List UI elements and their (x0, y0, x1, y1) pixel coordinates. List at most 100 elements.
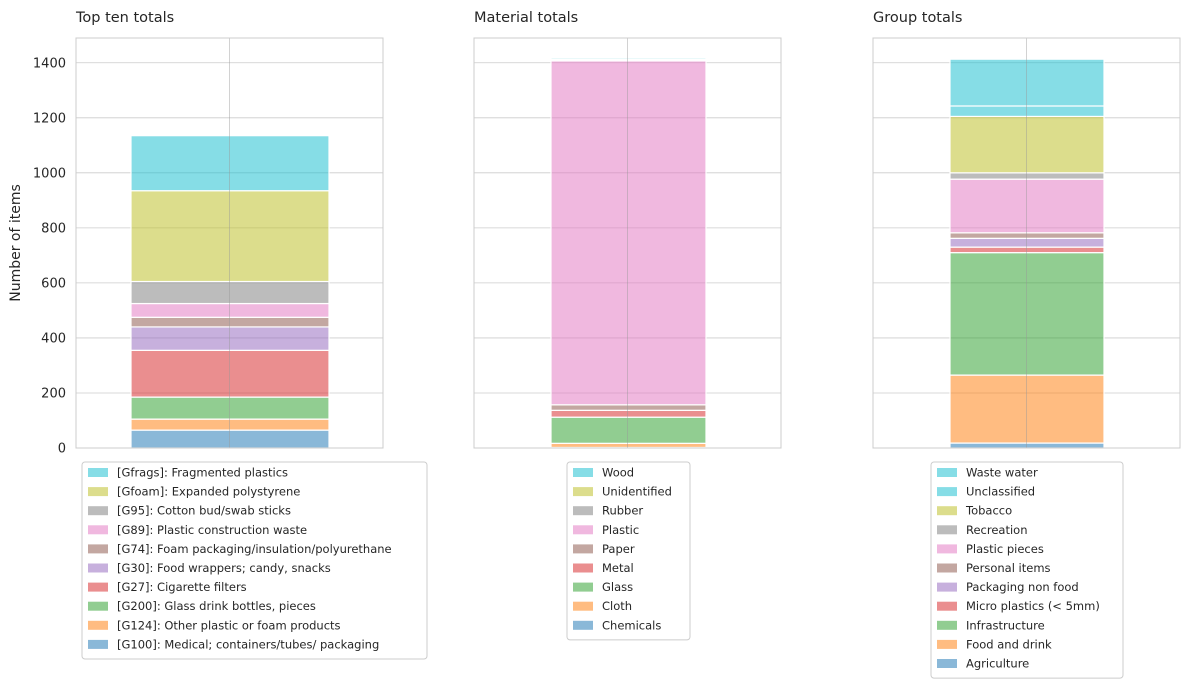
legend-label: Unidentified (602, 485, 672, 499)
bar-segment (949, 58, 1105, 107)
bar-segment (130, 396, 330, 420)
y-tick-label: 800 (41, 221, 66, 236)
bar-segment (949, 115, 1105, 174)
legend-label: Personal items (966, 561, 1051, 575)
legend-label: [G89]: Plastic construction waste (117, 523, 307, 537)
legend-swatch (88, 582, 108, 592)
bar-segment (949, 246, 1105, 254)
legend-label: [Gfoam]: Expanded polystyrene (117, 485, 300, 499)
y-tick-label: 0 (58, 442, 66, 457)
legend-label: [G200]: Glass drink bottles, pieces (117, 599, 316, 613)
bar-segment (130, 349, 330, 398)
bar-segment (550, 409, 707, 418)
legend-label: Agriculture (966, 657, 1029, 671)
bar-segment (949, 172, 1105, 180)
bar-segment (550, 57, 707, 61)
y-tick-label: 1200 (33, 111, 66, 126)
chart-title: Group totals (873, 10, 962, 26)
legend-swatch (937, 544, 957, 554)
legend-swatch (937, 601, 957, 611)
legend-swatch (573, 468, 593, 477)
legend-swatch (937, 468, 957, 477)
legend-swatch (573, 525, 593, 535)
legend-swatch (88, 601, 108, 611)
legend-label: Tobacco (965, 504, 1012, 518)
legend-label: Recreation (966, 523, 1028, 537)
legend-box (930, 461, 1124, 679)
legend-label: Micro plastics (< 5mm) (966, 599, 1100, 613)
legend-label: [G95]: Cotton bud/swab sticks (117, 504, 291, 518)
legend-swatch (937, 659, 957, 668)
legend-swatch (88, 525, 108, 535)
legend-label: Cloth (602, 599, 632, 613)
legend-swatch (88, 487, 108, 497)
legend-swatch (88, 620, 108, 630)
chart-title: Top ten totals (75, 10, 174, 26)
legend-swatch (573, 620, 593, 630)
bar-segment (550, 60, 707, 406)
legend-label: [G27]: Cigarette filters (117, 580, 247, 594)
bar-segment (130, 280, 330, 305)
plot-frame (75, 37, 384, 449)
legend-swatch (88, 468, 108, 477)
bar-segment (949, 105, 1105, 118)
legend-swatch (573, 506, 593, 516)
legend-swatch (573, 563, 593, 573)
legend-swatch (88, 544, 108, 554)
bar-segment (130, 135, 330, 192)
legend-label: Wood (602, 466, 634, 480)
legend-swatch (88, 639, 108, 649)
legend-swatch (573, 487, 593, 497)
legend-label: Metal (602, 561, 634, 575)
legend-swatch (937, 639, 957, 649)
legend-swatch (573, 601, 593, 611)
legend-label: Plastic pieces (966, 542, 1044, 556)
legend-swatch (937, 563, 957, 573)
legend-label: [G74]: Foam packaging/insulation/polyure… (117, 542, 392, 556)
y-tick-label: 400 (41, 331, 66, 346)
legend-label: [G30]: Food wrappers; candy, snacks (117, 561, 331, 575)
bar-segment (949, 252, 1105, 376)
bar-segment (130, 418, 330, 431)
y-tick-label: 1000 (33, 166, 66, 181)
legend-swatch (88, 563, 108, 573)
legend-swatch (937, 620, 957, 630)
bar-segment (949, 237, 1105, 248)
legend-swatch (937, 582, 957, 592)
legend-label: [G124]: Other plastic or foam products (117, 618, 341, 632)
bar-segment (130, 316, 330, 328)
plot-frame (872, 37, 1181, 449)
bar-segment (130, 429, 330, 449)
plot-frame (473, 37, 782, 449)
legend-swatch (573, 582, 593, 592)
bar-segment (130, 326, 330, 351)
bar-segment (949, 442, 1105, 449)
legend-label: Unclassified (966, 485, 1035, 499)
legend-swatch (573, 544, 593, 554)
bar-segment (550, 442, 707, 449)
legend-label: [G100]: Medical; containers/tubes/ packa… (117, 637, 379, 651)
y-tick-label: 1400 (33, 56, 66, 71)
legend-box (566, 461, 691, 641)
legend-label: Waste water (966, 466, 1038, 480)
legend-box (81, 461, 428, 660)
y-axis-label: Number of items (8, 184, 24, 302)
legend-swatch (937, 506, 957, 516)
legend-label: Plastic (602, 523, 639, 537)
bar-segment (949, 232, 1105, 239)
legend-label: Infrastructure (966, 618, 1045, 632)
y-tick-label: 200 (41, 386, 66, 401)
chart-title: Material totals (474, 10, 578, 26)
legend-label: Chemicals (602, 618, 661, 632)
bar-segment (550, 416, 707, 444)
legend-label: [Gfrags]: Fragmented plastics (117, 466, 288, 480)
legend-swatch (937, 525, 957, 535)
legend-label: Packaging non food (966, 580, 1079, 594)
legend-label: Food and drink (966, 637, 1052, 651)
bar-segment (949, 178, 1105, 234)
legend-label: Paper (602, 542, 635, 556)
bar-segment (130, 190, 330, 283)
legend-label: Glass (602, 580, 633, 594)
bar-segment (949, 374, 1105, 444)
